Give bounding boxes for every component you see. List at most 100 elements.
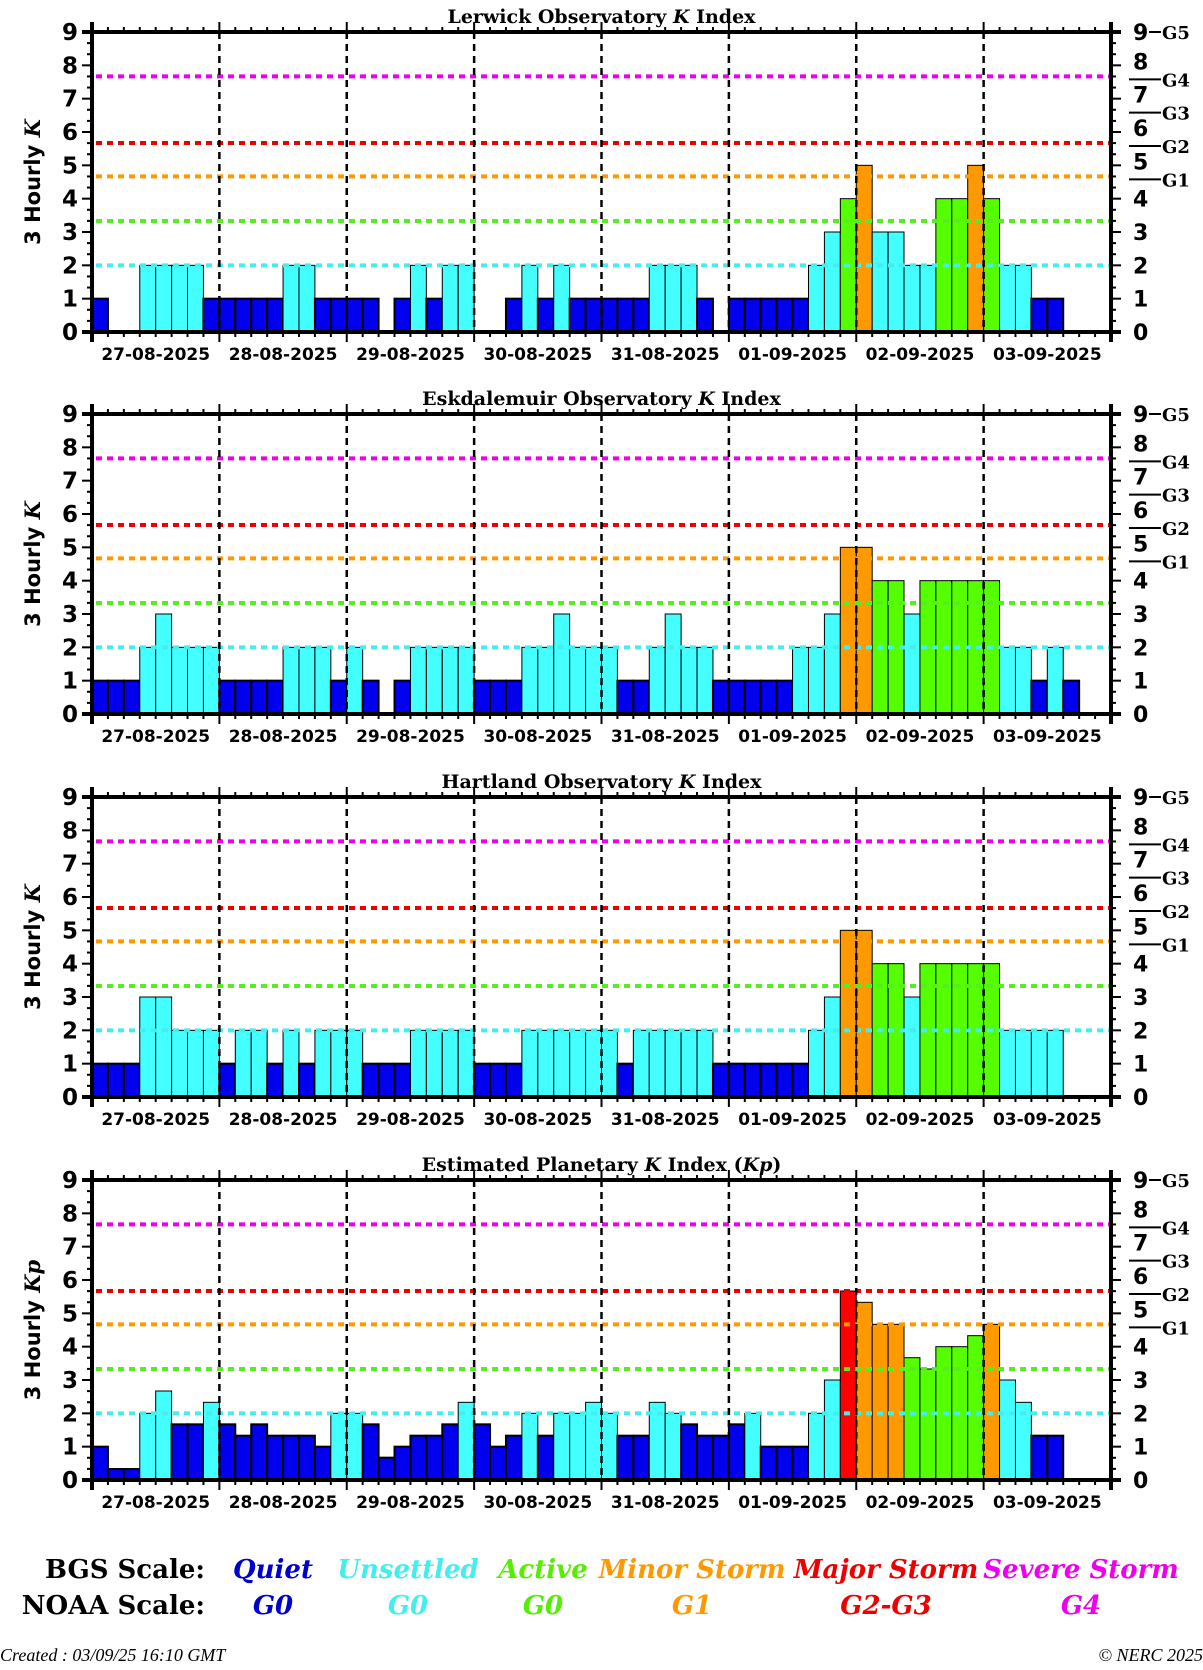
- y-tick-label: 5: [62, 1301, 78, 1327]
- right-tick-label: 1: [1133, 1053, 1148, 1078]
- bar: [329, 297, 348, 334]
- bar: [297, 1062, 316, 1099]
- y-tick-label: 9: [62, 402, 78, 428]
- g-scale-label: G5: [1162, 405, 1190, 426]
- bar: [823, 1379, 841, 1481]
- x-tick-label: 28-08-2025: [229, 345, 338, 365]
- right-tick-label: 8: [1133, 432, 1148, 457]
- bar: [298, 264, 316, 333]
- bar: [903, 264, 921, 333]
- g-scale-label: G3: [1162, 1252, 1190, 1273]
- right-tick-label: 8: [1133, 815, 1148, 840]
- bar: [139, 996, 157, 1098]
- bar: [457, 1029, 475, 1098]
- y-tick-label: 1: [62, 1435, 78, 1461]
- bar: [887, 1323, 905, 1481]
- bar: [616, 679, 635, 715]
- bar: [504, 1062, 523, 1099]
- bar: [648, 264, 666, 333]
- g-scale-label: G1: [1162, 552, 1190, 573]
- bar: [616, 1062, 635, 1099]
- bar: [489, 679, 507, 715]
- x-tick-label: 29-08-2025: [356, 1493, 465, 1513]
- bar: [839, 929, 857, 1098]
- bar: [139, 264, 157, 333]
- right-tick-label: 6: [1133, 499, 1148, 524]
- right-tick-label: 1: [1133, 670, 1148, 695]
- y-tick-label: 2: [62, 1401, 78, 1427]
- y-tick-label: 7: [62, 852, 78, 878]
- bar: [855, 546, 873, 715]
- bar: [504, 1434, 523, 1482]
- bar: [521, 646, 539, 715]
- y-tick-label: 6: [62, 120, 78, 146]
- y-tick-label: 3: [62, 985, 78, 1011]
- bar: [536, 1434, 555, 1482]
- bar: [887, 231, 905, 333]
- bar: [345, 297, 364, 334]
- bar: [218, 1423, 237, 1481]
- bar: [409, 1029, 427, 1098]
- bar: [711, 1062, 730, 1099]
- bar: [616, 297, 635, 334]
- bar: [457, 264, 475, 333]
- bar: [919, 264, 937, 333]
- bar: [393, 297, 412, 334]
- bar: [409, 264, 427, 333]
- bar: [775, 679, 794, 715]
- x-tick-label: 01-09-2025: [738, 345, 847, 365]
- bar: [1046, 646, 1064, 715]
- right-tick-label: 3: [1133, 603, 1148, 628]
- bar: [696, 1029, 714, 1098]
- bar: [1014, 1029, 1032, 1098]
- bar: [759, 1062, 778, 1099]
- bar: [393, 1062, 412, 1099]
- bar: [680, 646, 698, 715]
- bar: [250, 679, 269, 715]
- bar: [473, 679, 492, 715]
- y-tick-label: 6: [62, 502, 78, 528]
- x-tick-label: 27-08-2025: [101, 345, 210, 365]
- right-tick-label: 0: [1133, 321, 1148, 346]
- y-tick-label: 1: [62, 287, 78, 313]
- bar: [393, 1445, 412, 1482]
- legend-noaa-minor: G1: [671, 1591, 713, 1621]
- y-axis-label: 3 Hourly K: [20, 500, 45, 626]
- bar: [202, 1029, 220, 1098]
- bar: [521, 1029, 539, 1098]
- g-scale-label: G1: [1162, 1318, 1190, 1339]
- bar: [759, 297, 778, 334]
- bar: [664, 613, 682, 715]
- right-tick-label: 4: [1133, 570, 1148, 595]
- bar: [727, 297, 746, 334]
- right-tick-label: 7: [1133, 84, 1148, 109]
- bar: [999, 646, 1016, 715]
- bar: [202, 646, 220, 715]
- legend-minor-storm: Minor Storm: [598, 1555, 786, 1585]
- x-tick-label: 03-09-2025: [993, 345, 1102, 365]
- bar: [536, 297, 555, 334]
- bar: [187, 264, 204, 333]
- y-tick-label: 1: [62, 669, 78, 695]
- bar: [791, 1445, 810, 1482]
- bar: [218, 1062, 237, 1099]
- bar: [855, 164, 873, 333]
- panel-title: Eskdalemuir Observatory K Index: [422, 388, 781, 410]
- x-tick-label: 27-08-2025: [101, 1110, 210, 1130]
- y-tick-label: 3: [62, 1368, 78, 1394]
- bar: [839, 546, 857, 715]
- bar: [282, 646, 300, 715]
- bar: [393, 679, 412, 715]
- legend-noaa-label: NOAA Scale:: [21, 1591, 205, 1621]
- bar: [791, 297, 810, 334]
- g-scale-label: G3: [1162, 104, 1190, 125]
- bar: [743, 679, 762, 715]
- bar: [218, 679, 237, 715]
- bar: [346, 1412, 364, 1481]
- bar: [553, 1029, 571, 1098]
- bar: [186, 1423, 205, 1481]
- bar: [489, 1062, 507, 1099]
- bar: [266, 679, 285, 715]
